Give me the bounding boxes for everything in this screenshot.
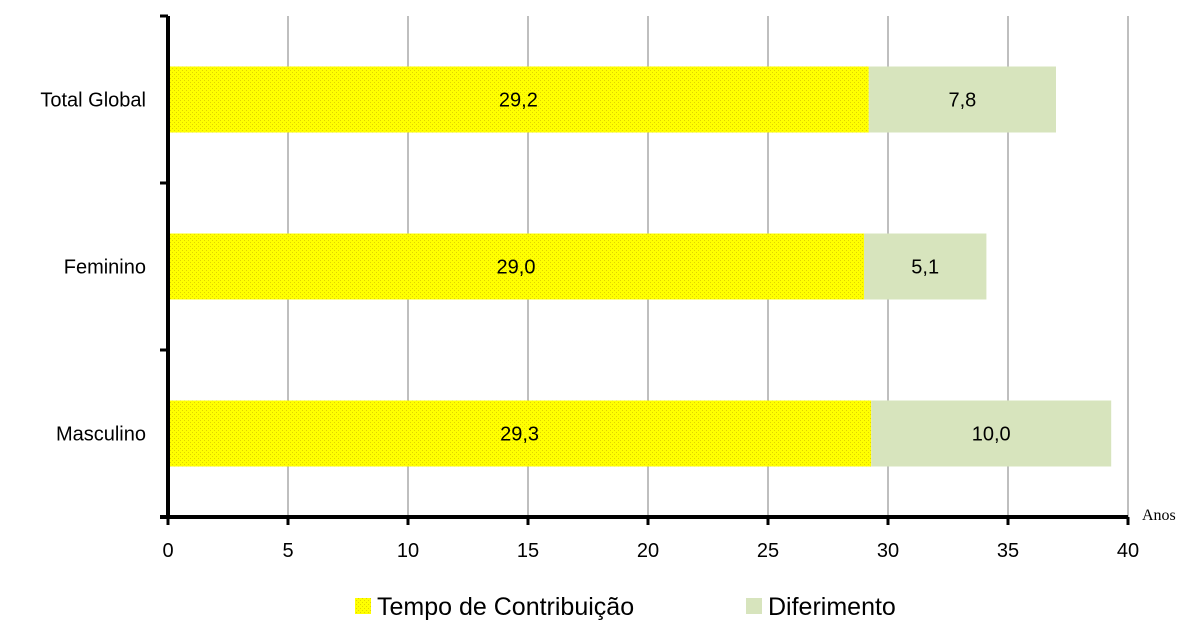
x-tick-label: 0 [162,540,173,562]
x-tick-label: 5 [282,540,293,562]
x-tick-label: 40 [1117,540,1139,562]
bar-contribuicao [168,400,872,467]
category-labels: Total Global Feminino Masculino [40,90,146,446]
x-tick-label: 35 [997,540,1019,562]
data-label: 29,2 [499,90,538,112]
x-axis-unit-label: Anos [1142,507,1176,524]
x-tick-label: 15 [517,540,539,562]
bar-diferimento [868,66,1056,133]
x-tick-label: 25 [757,540,779,562]
legend-swatch-contribuicao [355,598,371,614]
legend-label: Tempo de Contribuição [377,593,634,621]
data-label: 7,8 [948,90,976,112]
data-label: 5,1 [911,257,939,279]
bar-contribuicao [168,66,869,133]
legend-swatch-diferimento [746,598,762,614]
bar-diferimento [871,400,1112,467]
bar-diferimento [864,233,987,300]
x-tick-labels: 0 5 10 15 20 25 30 35 40 [162,540,1139,562]
data-label: 29,3 [500,424,539,446]
x-tick-label: 30 [877,540,899,562]
legend-label: Diferimento [768,593,896,621]
category-label: Masculino [56,424,146,446]
x-tick-label: 10 [397,540,419,562]
data-label: 29,0 [497,257,536,279]
x-tick-label: 20 [637,540,659,562]
legend: Tempo de Contribuição Diferimento [355,593,896,621]
axes [160,14,1130,525]
bar-contribuicao [168,233,864,300]
bars: 29,2 7,8 29,0 5,1 29,3 10,0 [168,66,1112,467]
category-label: Total Global [40,90,146,112]
data-label: 10,0 [972,424,1011,446]
category-label: Feminino [64,257,146,279]
